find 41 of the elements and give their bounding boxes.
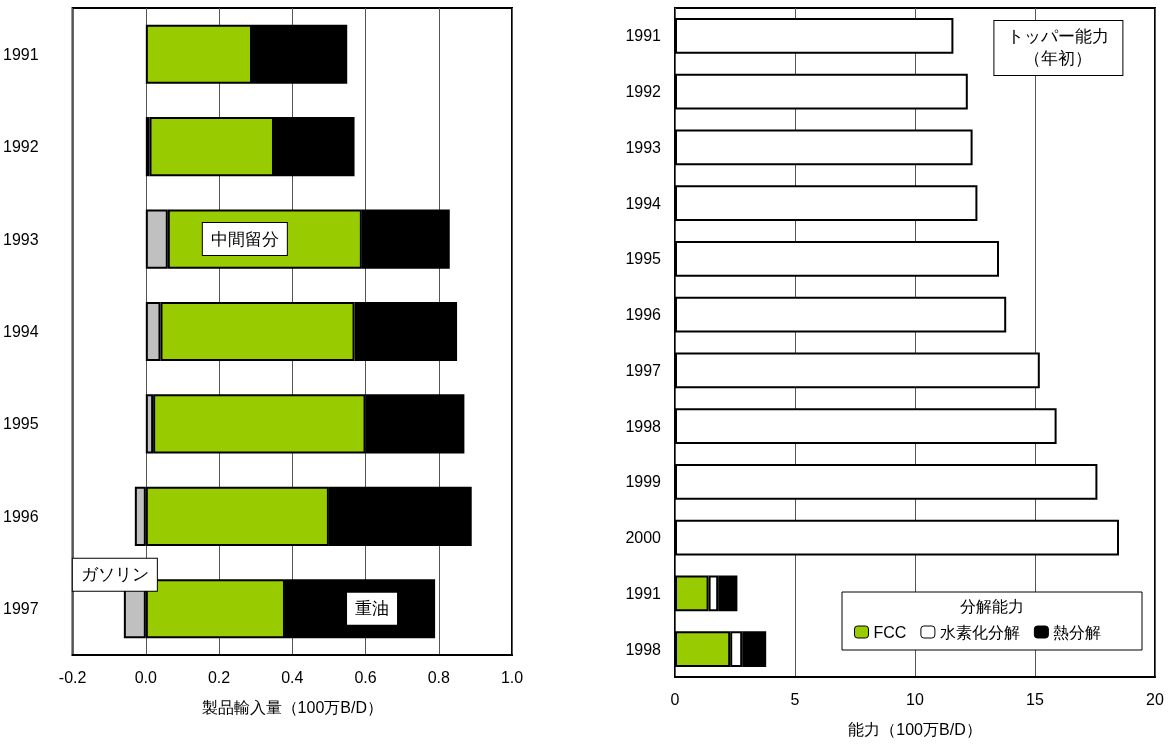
series-label: 重油 (355, 599, 390, 619)
x-tick-label: 0.0 (134, 668, 158, 686)
y-tick-label: 1992 (3, 138, 39, 156)
y-tick-label: 1991 (625, 584, 662, 602)
y-tick-label: 1996 (625, 306, 662, 324)
x-tick-label: 0.4 (281, 668, 304, 686)
x-tick-label: 0.8 (427, 668, 450, 686)
x-tick-label: 0.2 (207, 668, 231, 686)
x-tick-label: 10 (906, 690, 924, 708)
y-tick-label: 1997 (3, 600, 39, 618)
x-tick-label: -0.2 (58, 668, 87, 686)
x-tick-label: 0 (670, 690, 680, 708)
x-tick-label: 0.6 (354, 668, 377, 686)
x-tick-label: 15 (1026, 690, 1044, 708)
y-tick-label: 1997 (625, 361, 662, 379)
y-tick-label: 1998 (625, 640, 662, 658)
y-tick-label: 1991 (625, 27, 662, 45)
y-tick-label: 1994 (3, 323, 39, 340)
y-tick-label: 1996 (3, 507, 39, 525)
y-tick-label: 1991 (3, 45, 39, 63)
legend-label: 水素化分解 (939, 623, 1020, 641)
series-label: 中間留分 (210, 229, 279, 249)
y-tick-label: 2000 (625, 529, 662, 547)
legend-title: 分解能力 (960, 597, 1024, 615)
legend-label: FCC (873, 623, 907, 641)
text: トッパー能力（年初） (1007, 27, 1110, 69)
series-label: ガソリン (80, 565, 149, 585)
y-tick-label: 1998 (625, 417, 662, 435)
y-tick-label: 1994 (625, 194, 662, 212)
y-tick-label: 1999 (625, 473, 662, 491)
y-tick-label: 1992 (625, 83, 662, 101)
y-tick-label: 1993 (625, 138, 662, 156)
y-tick-label: 1993 (3, 230, 39, 248)
y-tick-label: 1995 (625, 250, 662, 268)
x-tick-label: 1.0 (500, 668, 524, 686)
x-tick-label: 5 (790, 690, 800, 708)
y-tick-label: 1995 (3, 415, 39, 433)
x-axis-title: 製品輸入量（100万B/D） (201, 698, 383, 716)
x-tick-label: 20 (1146, 690, 1164, 708)
legend-label: 熱分解 (1053, 623, 1102, 641)
x-axis-title: 能力（100万B/D） (848, 720, 982, 738)
